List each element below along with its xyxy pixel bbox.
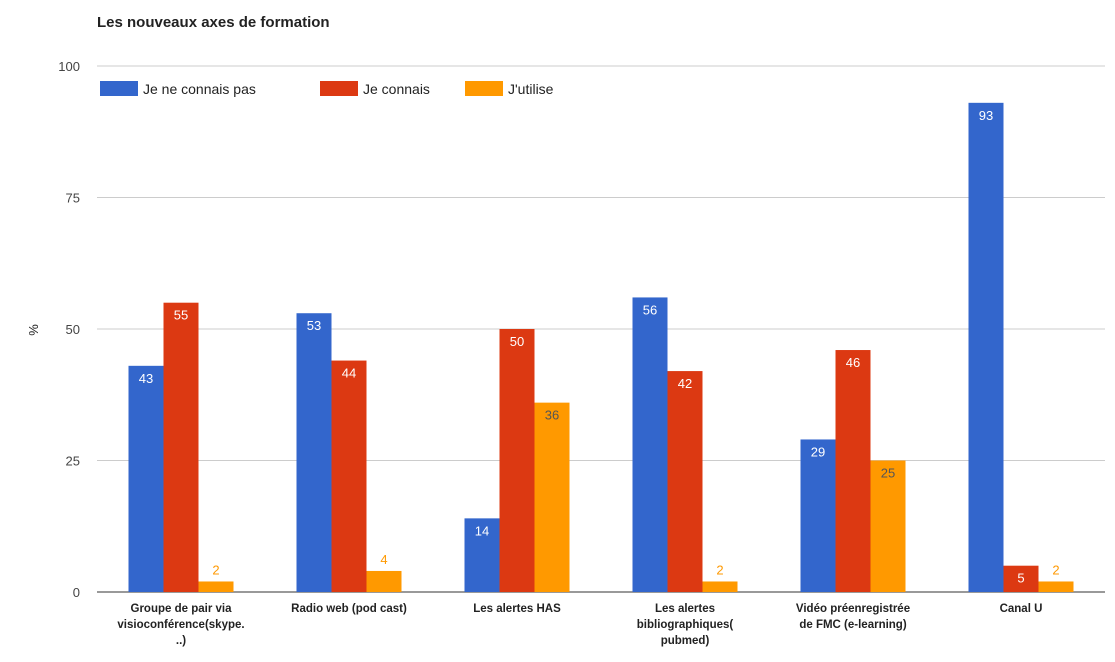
data-label: 2 — [716, 562, 723, 577]
x-tick-label: Canal U — [1000, 603, 1043, 615]
bar — [667, 371, 703, 592]
bar — [366, 570, 402, 592]
x-tick-label: pubmed) — [661, 635, 710, 647]
data-label: 53 — [307, 318, 321, 333]
y-tick-label: 0 — [73, 585, 80, 600]
y-tick-label: 25 — [66, 454, 80, 469]
legend-swatch — [100, 81, 138, 96]
data-label: 42 — [678, 376, 692, 391]
legend: Je ne connais pas Je connais J'utilise — [100, 81, 554, 97]
x-axis-ticks: Groupe de pair via visioconférence(skype.… — [117, 603, 1042, 647]
bar — [499, 329, 535, 592]
data-label: 29 — [811, 444, 825, 459]
x-tick-label: Vidéo préenregistrée — [796, 603, 910, 615]
bar — [835, 350, 871, 592]
bar — [1038, 581, 1074, 592]
data-label: 56 — [643, 302, 657, 317]
bar — [464, 518, 500, 592]
bar — [1003, 565, 1039, 592]
bar — [632, 297, 668, 592]
data-label: 2 — [1052, 562, 1059, 577]
bar — [296, 313, 332, 592]
bar — [331, 360, 367, 592]
y-tick-label: 100 — [58, 59, 80, 74]
x-tick-label: Les alertes HAS — [473, 603, 561, 615]
data-label: 43 — [139, 371, 153, 386]
bar — [968, 102, 1004, 592]
x-tick-label: Les alertes — [655, 603, 715, 615]
gridlines — [97, 65, 1105, 593]
data-label: 25 — [881, 466, 895, 481]
y-axis-ticks: 0 25 50 75 100 — [58, 59, 80, 600]
x-tick-label: Groupe de pair via — [131, 603, 233, 615]
bar — [198, 581, 234, 592]
data-label: 55 — [174, 308, 188, 323]
data-label: 14 — [475, 523, 489, 538]
x-tick-label: de FMC (e-learning) — [799, 619, 907, 631]
bar — [702, 581, 738, 592]
y-axis-label: % — [26, 324, 41, 336]
legend-label: Je connais — [363, 81, 430, 97]
legend-swatch — [320, 81, 358, 96]
x-tick-label: ..) — [176, 635, 186, 647]
legend-label: Je ne connais pas — [143, 81, 256, 97]
data-label: 50 — [510, 334, 524, 349]
bar — [128, 365, 164, 592]
bar — [534, 402, 570, 592]
legend-swatch — [465, 81, 503, 96]
bar — [870, 460, 906, 592]
data-label: 5 — [1017, 571, 1024, 586]
data-label: 36 — [545, 408, 559, 423]
bar — [163, 302, 199, 592]
y-tick-label: 75 — [66, 191, 80, 206]
x-tick-label: Radio web (pod cast) — [291, 603, 407, 615]
x-tick-label: visioconférence(skype. — [117, 619, 244, 631]
chart-title: Les nouveaux axes de formation — [97, 14, 330, 31]
data-label: 4 — [380, 552, 387, 567]
y-tick-label: 50 — [66, 322, 80, 337]
x-tick-label: bibliographiques( — [637, 619, 734, 631]
data-label: 46 — [846, 355, 860, 370]
data-label: 44 — [342, 366, 356, 381]
data-label: 2 — [212, 562, 219, 577]
bar — [800, 439, 836, 592]
legend-label: J'utilise — [508, 81, 554, 97]
data-label: 93 — [979, 108, 993, 123]
